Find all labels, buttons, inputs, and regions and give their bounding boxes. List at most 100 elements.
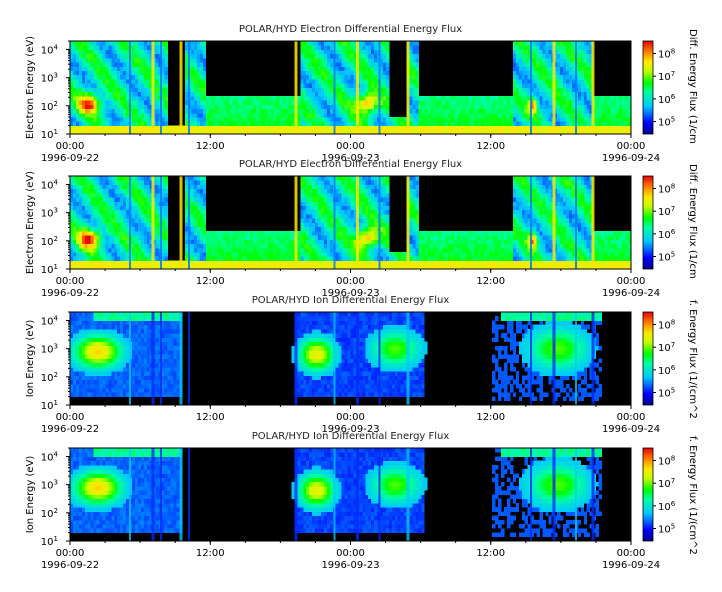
spectrogram-cell: [353, 121, 357, 126]
spectrogram-cell: [70, 235, 74, 240]
spectrogram-cell: [191, 53, 195, 59]
spectrogram-cell: [90, 41, 95, 46]
spectrogram-cell: [412, 108, 416, 114]
spectrogram-cell: [315, 57, 319, 63]
spectrogram-cell: [264, 230, 269, 236]
spectrogram-cell: [78, 209, 83, 215]
spectrogram-cell: [335, 201, 340, 206]
spectrogram-cell: [134, 129, 139, 135]
spectrogram-cell: [279, 260, 283, 266]
spectrogram-cell: [368, 117, 372, 122]
spectrogram-cell: [341, 180, 345, 185]
spectrogram-cell: [303, 243, 307, 249]
spectrogram-cell: [303, 125, 307, 131]
spectrogram-cell: [362, 117, 366, 122]
spectrogram-cell: [489, 100, 493, 105]
spectrogram-cell: [72, 256, 77, 261]
spectrogram-cell: [72, 218, 77, 223]
spectrogram-cell: [93, 184, 97, 190]
spectrogram-cell: [99, 197, 103, 202]
spectrogram-cell: [450, 125, 455, 131]
spectrogram-cell: [326, 79, 331, 84]
spectrogram-cell: [563, 129, 567, 135]
spectrogram-cell: [415, 53, 419, 59]
spectrogram-cell: [120, 70, 124, 76]
spectrogram-cell: [72, 176, 77, 181]
spectrogram-cell: [102, 192, 106, 198]
spectrogram-cell: [291, 112, 295, 118]
spectrogram-cell: [456, 95, 461, 101]
spectrogram-cell: [421, 129, 425, 135]
spectrogram-cell: [604, 117, 608, 122]
spectrogram-cell: [93, 104, 97, 110]
spectrogram-cell: [120, 243, 124, 249]
spectrogram-cell: [315, 108, 319, 114]
spectrogram-cell: [214, 108, 219, 114]
spectrogram-cell: [385, 129, 390, 135]
spectrogram-cell: [191, 45, 195, 50]
spectrogram-cell: [368, 100, 372, 105]
spectrogram-cell: [622, 95, 626, 101]
spectrogram-cell: [371, 83, 375, 88]
spectrogram-cell: [394, 260, 399, 266]
spectrogram-cell: [72, 83, 77, 88]
spectrogram-cell: [105, 95, 109, 101]
spectrogram-cell: [226, 121, 230, 126]
spectrogram-cell: [111, 74, 115, 80]
spectrogram-cell: [90, 264, 95, 270]
spectrogram-cell: [338, 45, 343, 50]
spectrogram-cell: [93, 197, 97, 202]
spectrogram-cell: [598, 121, 602, 126]
spectrogram-cell: [303, 70, 307, 76]
spectrogram-cell: [238, 112, 242, 118]
spectrogram-cell: [415, 192, 419, 198]
spectrogram-cell: [359, 235, 363, 240]
spectrogram-cell: [545, 117, 549, 122]
spectrogram-cell: [300, 243, 304, 249]
spectrogram-cell: [247, 235, 251, 240]
spectrogram-cell: [226, 230, 230, 236]
spectrogram-cell: [99, 247, 103, 253]
spectrogram-cell: [108, 252, 112, 257]
spectrogram-cell: [326, 230, 331, 236]
spectrogram-cell: [344, 192, 348, 198]
spectrogram-cell: [400, 264, 405, 270]
spectrogram-cell: [622, 121, 626, 126]
spectrogram-cell: [382, 260, 387, 266]
spectrogram-cell: [359, 230, 363, 236]
spectrogram-cell: [604, 129, 608, 135]
spectrogram-cell: [309, 70, 313, 76]
spectrogram-cell: [329, 62, 334, 67]
spectrogram-cell: [580, 108, 585, 114]
spectrogram-cell: [338, 91, 343, 97]
spectrogram-cell: [430, 125, 434, 131]
spectrogram-cell: [545, 79, 549, 84]
spectrogram-cell: [72, 104, 77, 110]
spectrogram-cell: [483, 129, 487, 135]
data-streak: [406, 41, 410, 134]
spectrogram-cell: [518, 53, 523, 59]
spectrogram-cell: [152, 49, 157, 55]
spectrogram-cell: [560, 104, 564, 110]
spectrogram-cell: [415, 218, 419, 223]
spectrogram-cell: [486, 100, 490, 105]
spectrogram-cell: [350, 209, 354, 215]
spectrogram-cell: [560, 74, 564, 80]
spectrogram-cell: [359, 121, 363, 126]
spectrogram-cell: [580, 112, 585, 118]
spectrogram-cell: [329, 95, 334, 101]
spectrogram-cell: [199, 79, 204, 84]
spectrogram-cell: [114, 214, 118, 219]
spectrogram-cell: [527, 117, 532, 122]
spectrogram-cell: [533, 91, 537, 97]
spectrogram-cell: [211, 235, 216, 240]
spectrogram-cell: [111, 222, 115, 228]
spectrogram-cell: [577, 104, 582, 110]
spectrogram-cell: [114, 121, 118, 126]
spectrogram-cell: [223, 108, 227, 114]
spectrogram-cell: [211, 100, 216, 105]
spectrogram-cell: [232, 256, 236, 261]
spectrogram-cell: [362, 243, 366, 249]
spectrogram-cell: [506, 121, 511, 126]
spectrogram-cell: [185, 247, 189, 253]
